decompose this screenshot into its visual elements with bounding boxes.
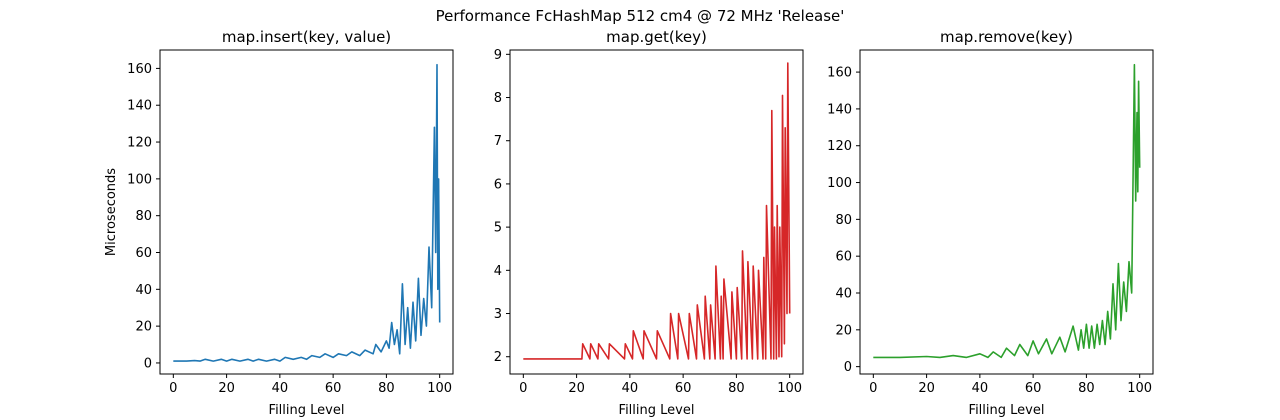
- x-tick-label: 20: [568, 381, 585, 396]
- x-tick-label: 100: [1127, 381, 1152, 396]
- y-tick-label: 140: [827, 102, 852, 117]
- x-tick-label: 0: [519, 381, 527, 396]
- y-tick-label: 8: [494, 91, 502, 106]
- y-tick-label: 0: [144, 356, 152, 371]
- x-tick-label: 60: [675, 381, 692, 396]
- x-axis-label: Filling Level: [969, 403, 1045, 418]
- y-tick-label: 140: [127, 99, 152, 114]
- x-tick-label: 100: [427, 381, 452, 396]
- subplot-3: 0 20 40 60 80 100 0 20 40 60 80 100 120 140 160 map.rem…: [827, 28, 1154, 418]
- y-tick-label: 120: [127, 136, 152, 151]
- subplot-1: 0 20 40 60 80 100 0 20 40 60 80 100 120 140 160 map.ins…: [104, 28, 454, 418]
- y-tick-label: 20: [835, 323, 852, 338]
- y-tick-label: 160: [127, 62, 152, 77]
- x-tick-label: 40: [272, 381, 289, 396]
- x-tick-label: 40: [622, 381, 639, 396]
- subplot-title: map.insert(key, value): [222, 28, 391, 46]
- x-tick-label: 60: [1025, 381, 1042, 396]
- y-tick-label: 9: [494, 48, 502, 63]
- axes-frame: [859, 49, 1154, 375]
- x-tick-label: 0: [869, 381, 877, 396]
- x-tick-label: 80: [1078, 381, 1095, 396]
- y-tick-label: 60: [135, 246, 152, 261]
- y-tick-label: 80: [835, 213, 852, 228]
- y-tick-label: 5: [494, 221, 502, 236]
- y-tick-label: 100: [827, 176, 852, 191]
- subplot-2: 0 20 40 60 80 100 2 3 4 5 6 7 8 9 map.get(key) Filling …: [494, 28, 804, 418]
- y-tick-label: 6: [494, 177, 502, 192]
- x-axis-label: Filling Level: [619, 403, 695, 418]
- axes-frame: [509, 49, 804, 375]
- subplot-title: map.remove(key): [940, 28, 1073, 46]
- y-tick-label: 40: [835, 287, 852, 302]
- x-tick-label: 20: [918, 381, 935, 396]
- y-tick-label: 160: [827, 66, 852, 81]
- y-axis-label: Microseconds: [104, 168, 119, 256]
- x-tick-label: 100: [777, 381, 802, 396]
- x-tick-label: 0: [169, 381, 177, 396]
- y-tick-label: 80: [135, 209, 152, 224]
- y-tick-label: 4: [494, 264, 502, 279]
- figure-suptitle: Performance FcHashMap 512 cm4 @ 72 MHz '…: [436, 7, 845, 25]
- subplot-title: map.get(key): [606, 28, 707, 46]
- y-tick-label: 0: [844, 360, 852, 375]
- y-tick-label: 2: [494, 350, 502, 365]
- y-tick-label: 40: [135, 283, 152, 298]
- y-tick-label: 20: [135, 320, 152, 335]
- y-tick-label: 3: [494, 307, 502, 322]
- x-tick-label: 80: [378, 381, 395, 396]
- series-line-1: [523, 62, 791, 360]
- y-tick-label: 120: [827, 139, 852, 154]
- x-tick-label: 20: [218, 381, 235, 396]
- series-line-1: [873, 63, 1141, 359]
- x-tick-label: 40: [972, 381, 989, 396]
- x-tick-label: 60: [325, 381, 342, 396]
- y-tick-label: 60: [835, 250, 852, 265]
- x-tick-label: 80: [728, 381, 745, 396]
- axes-frame: [159, 49, 454, 375]
- y-tick-label: 7: [494, 134, 502, 149]
- y-tick-label: 100: [127, 172, 152, 187]
- x-axis-label: Filling Level: [269, 403, 345, 418]
- series-line-1: [173, 63, 441, 362]
